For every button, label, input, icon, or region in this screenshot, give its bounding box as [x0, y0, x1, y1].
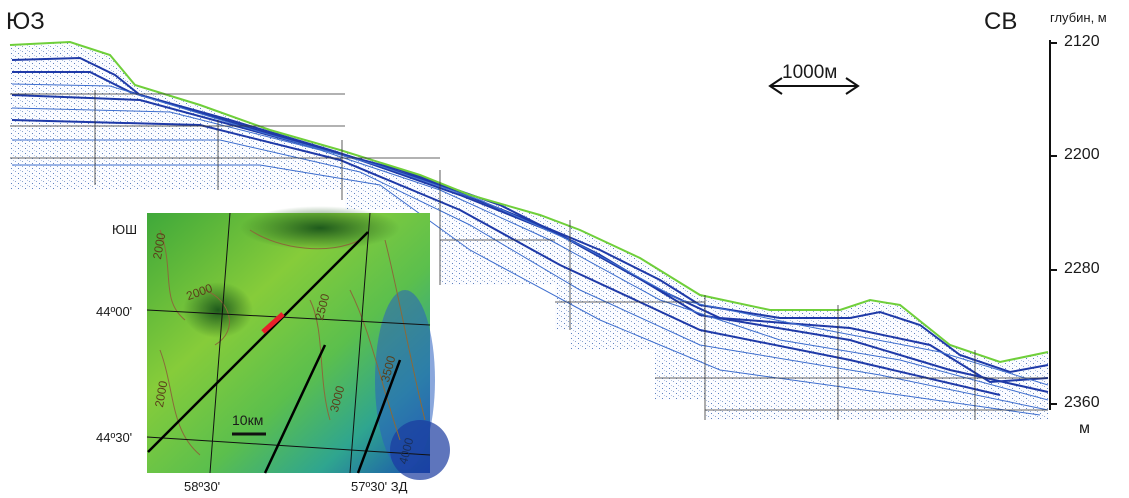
depth-tick-2120: 2120 [1064, 33, 1100, 50]
depth-tick-2360: 2360 [1064, 394, 1100, 411]
depth-axis-title: глубин, м [1050, 10, 1107, 25]
seismic-section [9, 40, 1049, 420]
inset-scale-label: 10км [232, 412, 264, 428]
depth-axis [1049, 40, 1057, 410]
inset-longitude-tick-57-30: 57º30' ЗД [351, 479, 408, 494]
horizontal-scale-label: 1000м [782, 62, 838, 83]
inset-latitude-axis-label: ЮШ [112, 222, 138, 237]
depth-unit: м [1079, 420, 1090, 437]
inset-latitude-tick-44-30: 44º30' [96, 430, 133, 445]
right-direction-label: СВ [984, 8, 1018, 35]
profile-location-marker [261, 312, 285, 334]
horizontal-scale-arrow [768, 77, 860, 95]
inset-latitude-tick-44-00: 44º00' [96, 304, 133, 319]
depth-tick-2200: 2200 [1064, 146, 1100, 163]
inset-longitude-tick-58-30: 58º30' [184, 479, 221, 494]
depth-tick-2280: 2280 [1064, 260, 1100, 277]
left-direction-label: ЮЗ [6, 8, 45, 35]
inset-map [146, 206, 450, 480]
